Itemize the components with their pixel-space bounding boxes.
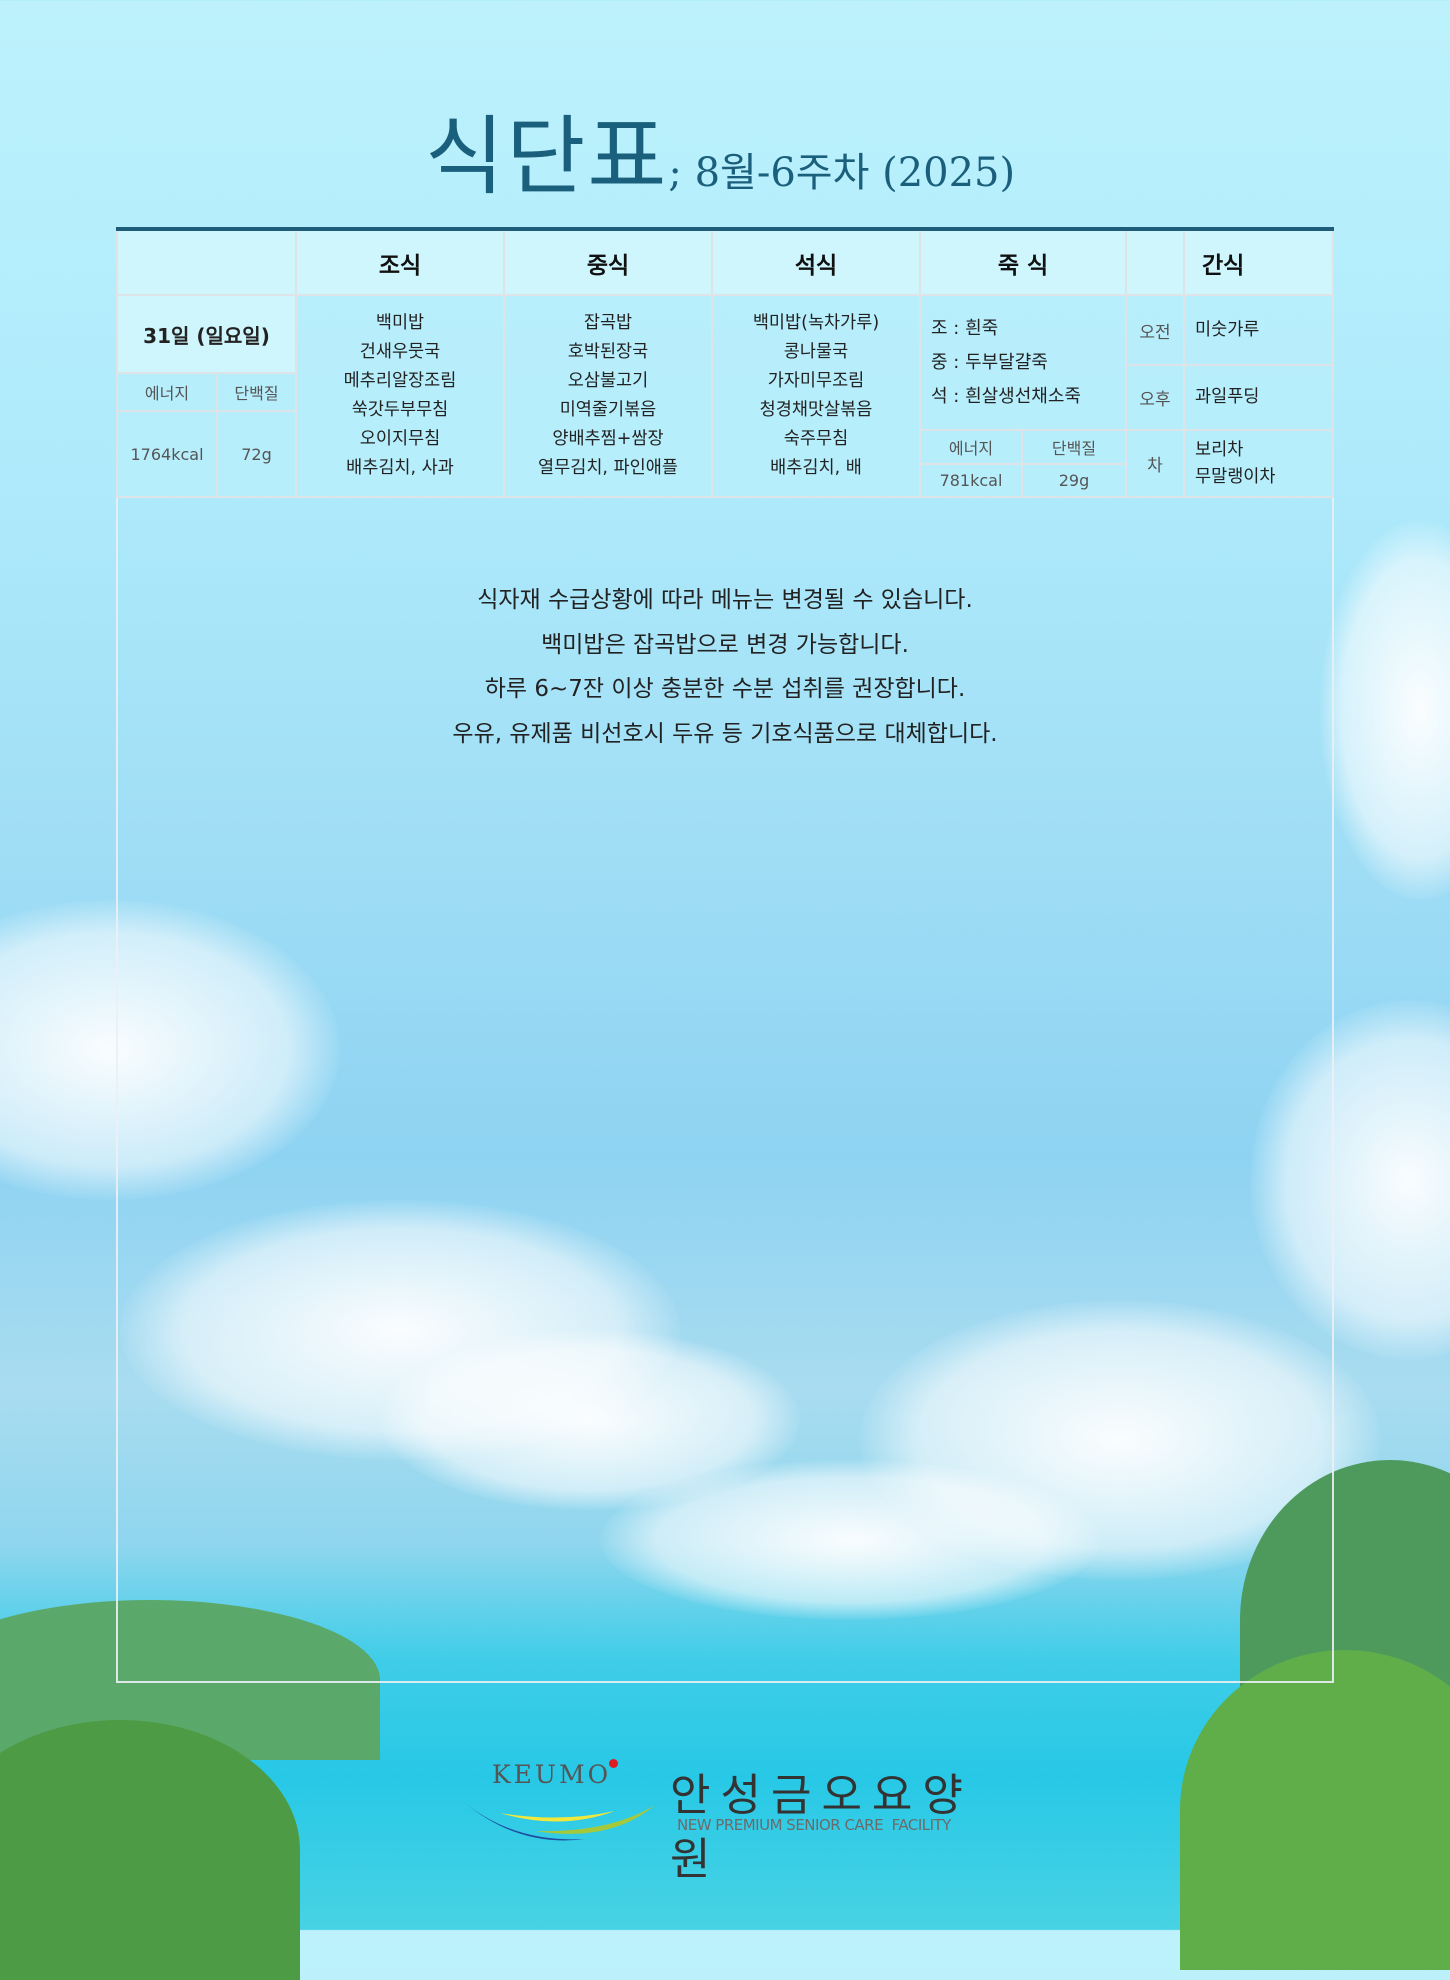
snack-time-afternoon: 오후 [1127, 366, 1185, 431]
notice-line: 우유, 유제품 비선호시 두유 등 기호식품으로 대체합니다. [452, 720, 998, 747]
menu-item: 청경채맛살볶음 [759, 400, 873, 420]
menu-item: 오삼불고기 [567, 371, 649, 391]
snack-time-tea: 차 [1127, 431, 1185, 498]
notice-text: 식자재 수급상황에 따라 메뉴는 변경될 수 있습니다. 백미밥은 잡곡밥으로 … [116, 578, 1334, 756]
menu-item: 백미밥 [375, 313, 425, 333]
menu-item: 백미밥(녹차가루) [752, 313, 880, 333]
notice-line: 하루 6~7잔 이상 충분한 수분 섭취를 권장합니다. [484, 676, 966, 702]
menu-item: 오이지무침 [359, 429, 441, 449]
porridge-energy-label: 에너지 [921, 431, 1023, 465]
snack-morning: 미숫가루 [1185, 296, 1334, 366]
menu-item: 양배추찜+쌈장 [552, 429, 664, 449]
header-porridge: 죽 식 [921, 231, 1127, 296]
menu-item: 배추김치, 사과 [346, 458, 454, 478]
menu-item: 쑥갓두부무침 [351, 400, 449, 420]
protein-value: 72g [218, 412, 297, 498]
header-snack: 간식 [1185, 231, 1334, 296]
snack-afternoon: 과일푸딩 [1185, 366, 1334, 431]
header-dinner: 석식 [713, 231, 921, 296]
logo-tagline: NEW PREMIUM SENIOR CARE FACILITY [677, 1816, 951, 1834]
menu-item: 호박된장국 [567, 342, 649, 362]
logo-swoosh-icon [465, 1803, 655, 1841]
menu-item: 조 : 흰죽 [931, 317, 999, 339]
menu-item: 숙주무침 [783, 429, 849, 449]
menu-item: 가자미무조림 [767, 371, 865, 391]
header-empty [116, 231, 297, 296]
menu-item: 건새우뭇국 [359, 342, 441, 362]
menu-item: 콩나물국 [783, 342, 849, 362]
header-lunch: 중식 [505, 231, 713, 296]
facility-logo: KEUMO 안성금오요양원 NEW PREMIUM SENIOR CARE FA… [450, 1755, 1010, 1885]
title-week: ; 8월-6주차 (2025) [668, 150, 1016, 196]
porridge-protein-label: 단백질 [1023, 431, 1127, 465]
logo-brand: KEUMO [492, 1760, 612, 1789]
menu-item: 열무김치, 파인애플 [538, 458, 678, 478]
notice-line: 식자재 수급상황에 따라 메뉴는 변경될 수 있습니다. [477, 587, 973, 613]
logo-name: 안성금오요양원 [670, 1770, 973, 1885]
header-breakfast: 조식 [297, 231, 505, 296]
menu-item: 석 : 흰살생선채소죽 [931, 385, 1081, 407]
menu-item: 잡곡밥 [583, 313, 633, 333]
header-snack-time [1127, 231, 1185, 296]
menu-item: 중 : 두부달걀죽 [931, 351, 1048, 373]
energy-label: 에너지 [116, 374, 218, 412]
logo-dot [609, 1759, 618, 1768]
protein-label: 단백질 [218, 374, 297, 412]
notice-line: 백미밥은 잡곡밥으로 변경 가능합니다. [541, 631, 909, 658]
menu-item: 미역줄기볶음 [559, 400, 657, 420]
menu-item: 무말랭이차 [1195, 466, 1276, 487]
snack-time-morning: 오전 [1127, 296, 1185, 366]
menu-item: 보리차 [1195, 439, 1244, 460]
porridge-energy-value: 781kcal [921, 465, 1023, 498]
menu-item: 배추김치, 배 [770, 458, 862, 478]
content-frame [116, 228, 1334, 1683]
menu-item: 메추리알장조림 [343, 371, 457, 391]
porridge-protein-value: 29g [1023, 465, 1127, 498]
date-cell: 31일 (일요일) [116, 296, 297, 374]
energy-value: 1764kcal [116, 412, 218, 498]
page-title: 식단표; 8월-6주차 (2025) [425, 86, 1015, 211]
table-top-border [116, 227, 1334, 231]
menu-item: 미숫가루 [1195, 319, 1260, 340]
menu-item: 과일푸딩 [1195, 387, 1260, 407]
title-main: 식단표 [425, 107, 669, 207]
